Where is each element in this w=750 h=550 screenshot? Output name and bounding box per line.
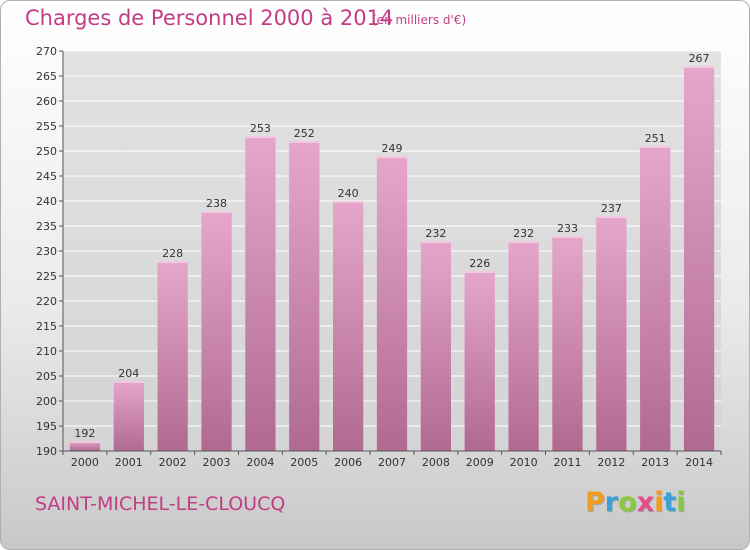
bar-highlight xyxy=(596,216,627,218)
bar-highlight xyxy=(552,236,583,238)
value-label: 267 xyxy=(689,52,710,65)
logo-letter: r xyxy=(604,487,619,518)
chart-title: Charges de Personnel 2000 à 2014 xyxy=(25,6,394,30)
y-tick-label: 205 xyxy=(36,370,57,383)
bar-2011 xyxy=(552,236,583,451)
bar-2001 xyxy=(113,381,144,451)
x-tick-label: 2000 xyxy=(71,456,99,469)
value-label: 238 xyxy=(206,197,227,210)
y-tick-label: 230 xyxy=(36,245,57,258)
bar-2008 xyxy=(420,241,452,451)
bar-2007 xyxy=(376,156,408,451)
x-tick-label: 2003 xyxy=(203,456,231,469)
x-tick-label: 2006 xyxy=(334,456,362,469)
logo-letter: P xyxy=(585,487,605,518)
bar-highlight xyxy=(157,261,188,263)
bar-2003 xyxy=(201,211,232,451)
bar-2005 xyxy=(289,141,320,451)
y-axis: 190 195 200 205 210 215 220 225 230 235 240 245 250 2… xyxy=(36,45,64,458)
value-label: 226 xyxy=(469,257,490,270)
logo-letter: o xyxy=(618,487,637,518)
x-tick-label: 2008 xyxy=(422,456,450,469)
value-label: 240 xyxy=(338,187,359,200)
value-label: 228 xyxy=(162,247,183,260)
value-label: 232 xyxy=(513,227,534,240)
x-tick-label: 2010 xyxy=(510,456,538,469)
y-tick-label: 210 xyxy=(36,345,57,358)
x-tick-label: 2002 xyxy=(159,456,187,469)
x-axis: 2000 2001 2002 2003 2004 2005 2006 2007 2008 2009… xyxy=(62,450,722,469)
y-tick-label: 190 xyxy=(36,445,57,458)
logo-letter: x xyxy=(636,487,655,518)
bar-highlight xyxy=(683,66,715,68)
x-tick-label: 2009 xyxy=(466,456,494,469)
y-tick-label: 225 xyxy=(36,270,57,283)
x-tick-label: 2012 xyxy=(597,456,625,469)
bar-2013 xyxy=(640,146,671,451)
bar-highlight xyxy=(69,441,101,443)
x-tick-label: 2004 xyxy=(246,456,274,469)
bar-highlight xyxy=(289,141,320,143)
logo-letter: i xyxy=(676,487,686,518)
bar-highlight xyxy=(464,271,495,273)
bar-2000 xyxy=(69,441,101,451)
x-tick-label: 2001 xyxy=(115,456,143,469)
y-tick-label: 235 xyxy=(36,220,57,233)
x-tick-label: 2014 xyxy=(685,456,713,469)
value-label: 237 xyxy=(601,202,622,215)
y-tick-label: 270 xyxy=(36,45,57,58)
y-tick-label: 255 xyxy=(36,120,57,133)
bar-2002 xyxy=(157,261,188,451)
value-label: 251 xyxy=(645,132,666,145)
bar-highlight xyxy=(245,136,276,138)
y-tick-label: 265 xyxy=(36,70,57,83)
x-tick-label: 2013 xyxy=(641,456,669,469)
value-label: 252 xyxy=(294,127,315,140)
bar-2009 xyxy=(464,271,495,451)
value-label: 249 xyxy=(382,142,403,155)
bars: 192 204 228 238 253 252 240 249 232 226 232 233 237 2… xyxy=(69,52,715,451)
y-tick-label: 260 xyxy=(36,95,57,108)
bar-2014 xyxy=(683,66,715,451)
logo-letter: t xyxy=(663,487,677,518)
y-tick-label: 195 xyxy=(36,420,57,433)
y-tick-label: 250 xyxy=(36,145,57,158)
logo-letter: i xyxy=(654,487,664,518)
bar-highlight xyxy=(420,241,452,243)
proxiti-logo[interactable]: Proxiti xyxy=(585,487,686,518)
commune-name: SAINT-MICHEL-LE-CLOUCQ xyxy=(35,493,286,515)
chart-subtitle: (en milliers d'€) xyxy=(372,13,467,27)
bar-2010 xyxy=(508,241,539,451)
value-label: 233 xyxy=(557,222,578,235)
value-label: 192 xyxy=(74,427,95,440)
bar-highlight xyxy=(640,146,671,148)
bar-highlight xyxy=(332,201,364,203)
y-tick-label: 220 xyxy=(36,295,57,308)
value-label: 232 xyxy=(425,227,446,240)
y-tick-label: 200 xyxy=(36,395,57,408)
bar-2006 xyxy=(332,201,364,451)
x-tick-label: 2005 xyxy=(290,456,318,469)
bar-highlight xyxy=(508,241,539,243)
bar-2012 xyxy=(596,216,627,451)
bar-highlight xyxy=(113,381,144,383)
y-tick-label: 240 xyxy=(36,195,57,208)
x-tick-label: 2011 xyxy=(553,456,581,469)
bar-highlight xyxy=(201,211,232,213)
bar-2004 xyxy=(245,136,276,451)
value-label: 204 xyxy=(118,367,139,380)
y-tick-label: 215 xyxy=(36,320,57,333)
x-tick-label: 2007 xyxy=(378,456,406,469)
bar-highlight xyxy=(376,156,408,158)
y-tick-label: 245 xyxy=(36,170,57,183)
value-label: 253 xyxy=(250,122,271,135)
